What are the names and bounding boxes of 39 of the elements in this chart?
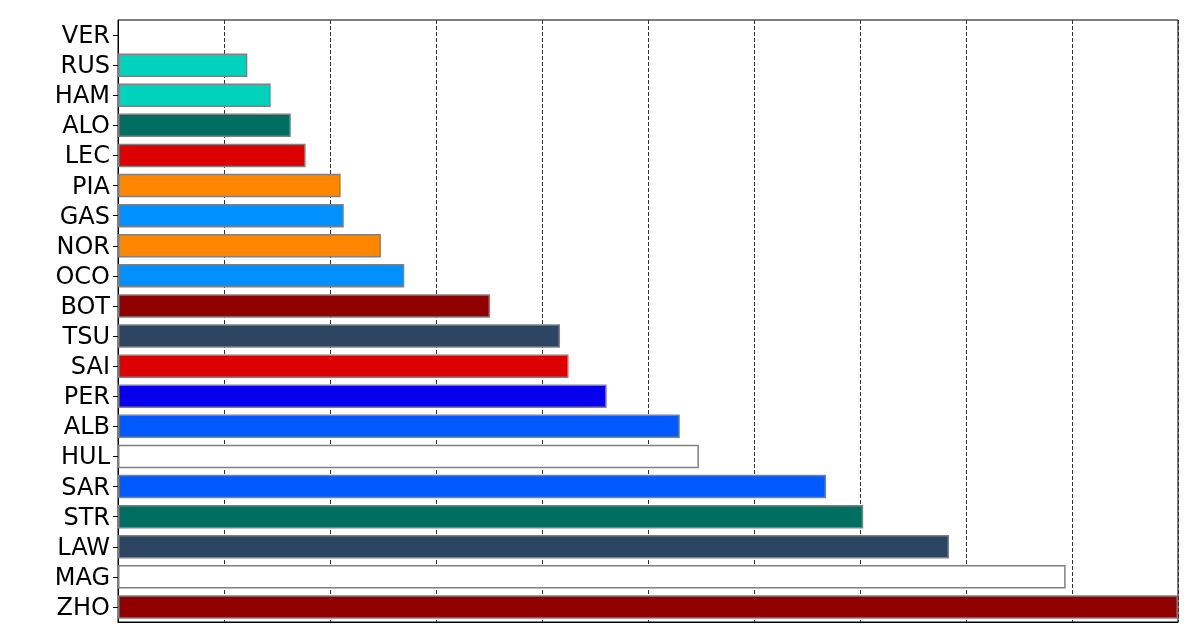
bar — [118, 595, 1178, 619]
bar — [118, 264, 405, 288]
bar — [118, 203, 344, 228]
y-tick-label: NOR — [56, 231, 110, 260]
bar — [118, 143, 306, 168]
y-tick-label: VER — [61, 21, 110, 50]
bar — [118, 384, 607, 408]
y-tick-label: ALB — [63, 412, 110, 441]
y-tick-label: TSU — [61, 322, 110, 351]
y-tick-label: ZHO — [56, 592, 110, 621]
bar — [118, 53, 248, 77]
bar — [118, 565, 1066, 589]
bar — [118, 83, 271, 107]
y-tick-label: LAW — [57, 532, 110, 561]
y-tick-label: SAI — [70, 352, 110, 381]
bar — [118, 354, 569, 378]
y-tick-label: OCO — [55, 261, 110, 290]
bar — [118, 444, 699, 469]
y-tick-label: PER — [63, 382, 110, 411]
bar — [118, 173, 341, 198]
bar — [118, 324, 561, 348]
y-tick-label: ALO — [62, 111, 110, 140]
bar — [118, 414, 680, 439]
y-tick-label: MAG — [54, 562, 110, 591]
bar — [118, 535, 950, 559]
bar — [118, 474, 827, 499]
y-tick-label: RUS — [60, 51, 110, 80]
y-tick-label: LEC — [64, 141, 110, 170]
y-tick-label: GAS — [59, 201, 110, 230]
bar — [118, 113, 291, 138]
y-tick-label: BOT — [60, 291, 111, 320]
bar — [118, 504, 864, 529]
y-tick-label: SAR — [61, 472, 110, 501]
y-tick-label: HUL — [61, 442, 111, 471]
y-tick-label: STR — [63, 502, 110, 531]
bar — [118, 294, 491, 318]
y-tick-label: PIA — [72, 171, 111, 200]
bar — [118, 234, 381, 258]
y-tick-label: HAM — [54, 81, 110, 110]
